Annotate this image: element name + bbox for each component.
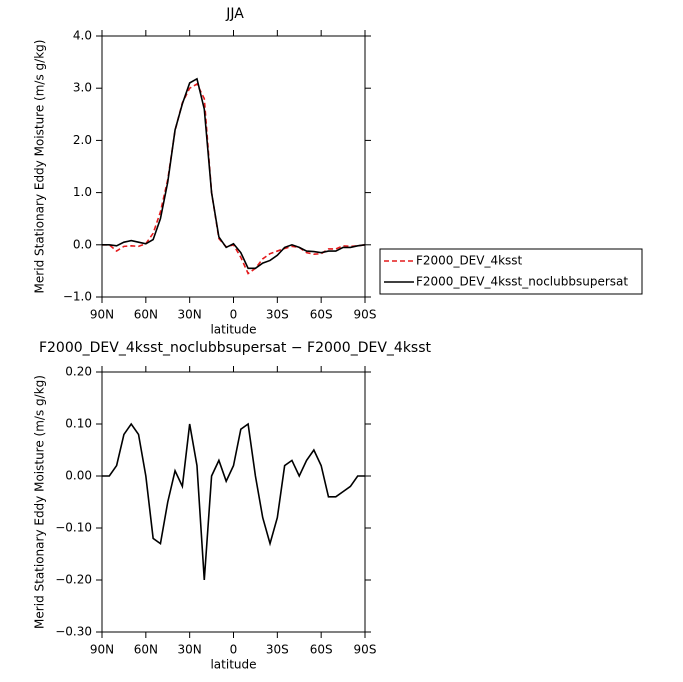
data-line [102, 82, 366, 275]
legend-label: F2000_DEV_4ksst [416, 254, 523, 268]
y-axis-label: Merid Stationary Eddy Moisture (m/s g/kg… [33, 375, 47, 629]
y-axis-label: Merid Stationary Eddy Moisture (m/s g/kg… [33, 40, 47, 294]
y-tick-label: −0.10 [55, 521, 92, 535]
x-tick-label: 30S [266, 643, 289, 657]
y-tick-label: 0.0 [73, 237, 92, 251]
legend-box [379, 248, 643, 295]
x-axis-label: latitude [210, 323, 256, 337]
x-tick-label: 90S [354, 643, 377, 657]
x-tick-label: 60S [310, 308, 333, 322]
y-tick-label: 4.0 [73, 29, 92, 43]
data-line [102, 422, 365, 581]
x-axis-label: latitude [210, 658, 256, 672]
data-line [102, 77, 366, 270]
y-tick-label: 0.00 [65, 469, 92, 483]
y-tick-label: −1.0 [63, 290, 92, 304]
y-tick-label: 0.20 [65, 365, 92, 379]
x-tick-label: 30S [266, 308, 289, 322]
chart-title: F2000_DEV_4ksst_noclubbsupersat − F2000_… [39, 340, 432, 356]
y-tick-label: 1.0 [73, 185, 92, 199]
chart-title: JJA [225, 6, 244, 22]
x-tick-label: 60N [134, 643, 158, 657]
x-tick-label: 60S [310, 643, 333, 657]
y-tick-label: 3.0 [73, 81, 92, 95]
y-tick-label: 2.0 [73, 133, 92, 147]
x-tick-label: 60N [134, 308, 158, 322]
plot-frame [101, 35, 366, 298]
plot-frame [101, 371, 366, 633]
legend-label: F2000_DEV_4ksst_noclubbsupersat [416, 275, 628, 289]
x-tick-label: 0 [230, 308, 238, 322]
x-tick-label: 30N [178, 643, 202, 657]
x-tick-label: 0 [230, 643, 238, 657]
y-tick-label: 0.10 [65, 417, 92, 431]
x-tick-label: 90S [354, 308, 377, 322]
x-tick-label: 30N [178, 308, 202, 322]
x-tick-label: 90N [90, 643, 114, 657]
y-tick-label: −0.30 [55, 625, 92, 639]
y-tick-label: −0.20 [55, 573, 92, 587]
x-tick-label: 90N [90, 308, 114, 322]
